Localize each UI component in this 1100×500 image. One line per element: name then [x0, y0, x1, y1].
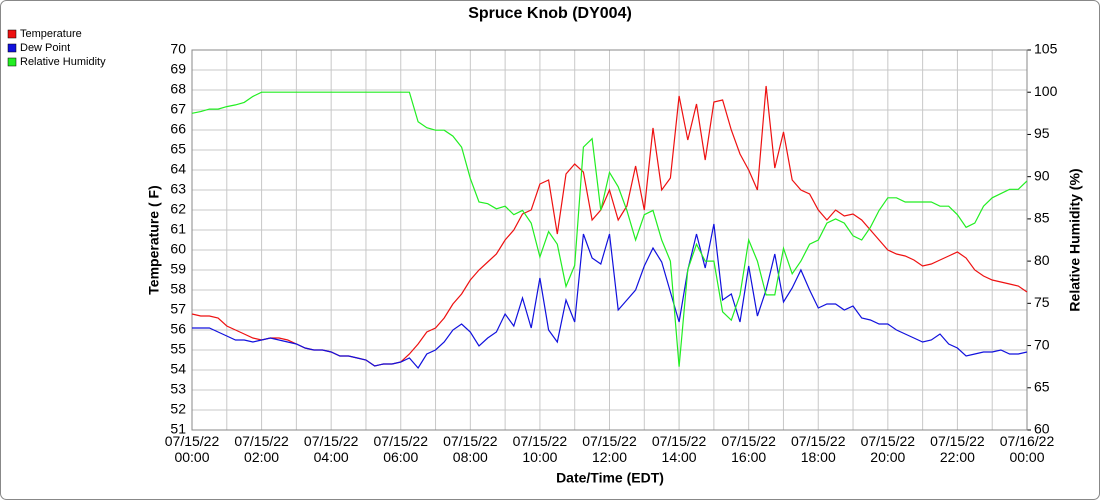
x-tick-label-line: 07/16/22	[1000, 433, 1055, 449]
y2-tick-label: 85	[1034, 210, 1050, 226]
legend-label: Relative Humidity	[20, 56, 106, 68]
x-tick-label: 07/15/22 14:00	[652, 433, 707, 465]
y2-tick-label: 95	[1034, 125, 1050, 141]
x-tick-label: 07/15/22 04:00	[304, 433, 359, 465]
x-tick-label: 07/15/22 08:00	[443, 433, 498, 465]
y2-tick-label: 65	[1034, 378, 1050, 394]
x-tick-label-line: 07/15/22	[721, 433, 776, 449]
y-tick-label: 60	[170, 241, 186, 257]
x-tick-label-line: 02:00	[244, 449, 279, 465]
x-tick-label: 07/15/22 20:00	[861, 433, 916, 465]
y-tick-label: 56	[170, 321, 186, 337]
y2-axis-label: Relative Humidity (%)	[1067, 168, 1083, 311]
x-tick-label-line: 14:00	[662, 449, 697, 465]
x-tick-label-line: 07/15/22	[234, 433, 289, 449]
x-tick-label: 07/15/22 00:00	[165, 433, 220, 465]
x-tick-label-line: 10:00	[522, 449, 557, 465]
y-tick-label: 68	[170, 81, 186, 97]
x-tick-label-line: 08:00	[453, 449, 488, 465]
y-tick-label: 61	[170, 221, 186, 237]
y-tick-label: 62	[170, 201, 186, 217]
legend-swatch	[7, 43, 17, 53]
x-tick-label-line: 07/15/22	[582, 433, 637, 449]
x-tick-label: 07/15/22 02:00	[234, 433, 289, 465]
y-tick-label: 64	[170, 161, 186, 177]
x-tick-label-line: 07/15/22	[930, 433, 985, 449]
y2-tick-label: 60	[1034, 421, 1050, 437]
y-tick-label: 65	[170, 141, 186, 157]
x-tick-label: 07/15/22 18:00	[791, 433, 846, 465]
x-tick-label-line: 06:00	[383, 449, 418, 465]
legend-label: Temperature	[20, 28, 82, 40]
y2-tick-label: 100	[1034, 83, 1058, 99]
x-tick-label-line: 04:00	[314, 449, 349, 465]
y-tick-label: 54	[170, 361, 186, 377]
x-tick-label: 07/15/22 10:00	[513, 433, 568, 465]
x-tick-label-line: 22:00	[940, 449, 975, 465]
y-tick-label: 57	[170, 301, 186, 317]
y-tick-label: 58	[170, 281, 186, 297]
legend-swatch	[7, 57, 17, 67]
x-tick-label-line: 07/15/22	[652, 433, 707, 449]
x-tick-label-line: 07/15/22	[861, 433, 916, 449]
x-tick-label-line: 16:00	[731, 449, 766, 465]
legend-swatch	[7, 29, 17, 39]
y-tick-label: 66	[170, 121, 186, 137]
x-tick-label-line: 00:00	[1009, 449, 1044, 465]
x-tick-label: 07/16/22 00:00	[1000, 433, 1055, 465]
y-tick-label: 63	[170, 181, 186, 197]
series-line	[192, 223, 1028, 370]
y-tick-label: 55	[170, 341, 186, 357]
y-tick-label: 69	[170, 61, 186, 77]
x-tick-label-line: 07/15/22	[374, 433, 429, 449]
x-tick-label-line: 07/15/22	[304, 433, 359, 449]
y2-tick-label: 105	[1034, 41, 1058, 57]
y-tick-label: 52	[170, 401, 186, 417]
chart-title: Spruce Knob (DY004)	[468, 5, 632, 22]
x-tick-label: 07/15/22 22:00	[930, 433, 985, 465]
x-tick-label: 07/15/22 12:00	[582, 433, 637, 465]
y2-tick-label: 90	[1034, 167, 1050, 183]
x-tick-label-line: 18:00	[801, 449, 836, 465]
x-tick-label-line: 20:00	[870, 449, 905, 465]
series-line	[191, 91, 1028, 367]
x-tick-label-line: 07/15/22	[791, 433, 846, 449]
y-tick-label: 51	[170, 421, 186, 437]
y-axis-label: Temperature ( F)	[146, 185, 162, 294]
legend-label: Dew Point	[20, 42, 70, 54]
x-axis-label: Date/Time (EDT)	[556, 470, 664, 486]
y-tick-label: 59	[170, 261, 186, 277]
y-tick-label: 67	[170, 101, 186, 117]
x-tick-label: 07/15/22 16:00	[721, 433, 776, 465]
y2-tick-label: 70	[1034, 336, 1050, 352]
plot-border	[191, 49, 1028, 431]
x-tick-label: 07/15/22 06:00	[374, 433, 429, 465]
y2-tick-label: 80	[1034, 252, 1050, 268]
x-tick-label-line: 07/15/22	[513, 433, 568, 449]
x-tick-label-line: 07/15/22	[443, 433, 498, 449]
x-tick-label-line: 00:00	[174, 449, 209, 465]
x-tick-label-line: 12:00	[592, 449, 627, 465]
y-tick-label: 53	[170, 381, 186, 397]
y2-tick-label: 75	[1034, 294, 1050, 310]
x-tick-label-line: 07/15/22	[165, 433, 220, 449]
y-tick-label: 70	[170, 41, 186, 57]
